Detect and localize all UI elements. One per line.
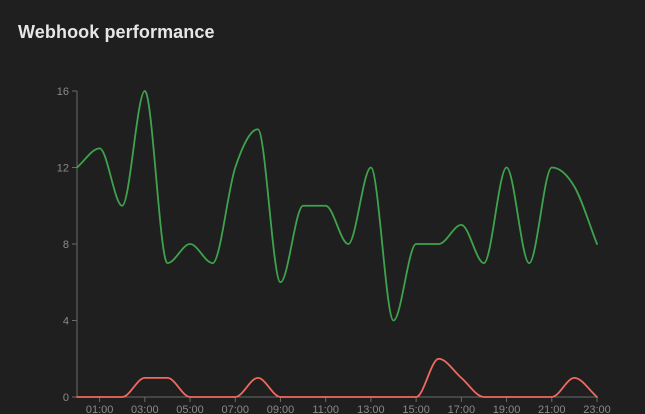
x-tick-label: 15:00 xyxy=(402,404,430,414)
x-tick-label: 21:00 xyxy=(538,404,566,414)
x-tick: 05:00 xyxy=(176,397,204,414)
y-tick-label: 4 xyxy=(63,316,69,328)
y-tick-label: 16 xyxy=(57,86,69,98)
x-tick: 19:00 xyxy=(493,397,521,414)
x-tick: 11:00 xyxy=(312,397,339,414)
y-tick: 8 xyxy=(63,239,77,251)
x-tick-label: 19:00 xyxy=(493,404,521,414)
x-tick-label: 17:00 xyxy=(448,404,476,414)
x-tick-label: 13:00 xyxy=(357,404,385,414)
y-tick: 16 xyxy=(57,86,77,98)
x-tick-label: 11:00 xyxy=(312,404,339,414)
x-tick: 17:00 xyxy=(448,397,476,414)
x-tick: 13:00 xyxy=(357,397,385,414)
x-tick: 09:00 xyxy=(267,397,295,414)
x-tick: 07:00 xyxy=(221,397,249,414)
x-tick: 23:00 xyxy=(583,397,611,414)
y-axis: 0 4 8 12 16 xyxy=(57,86,78,404)
panel-title: Webhook performance xyxy=(18,22,215,42)
x-tick-label: 01:00 xyxy=(86,404,114,414)
x-tick: 15:00 xyxy=(402,397,430,414)
x-axis: 01:00 03:00 05:00 07:00 09:00 11:00 13:00 15:00… xyxy=(77,396,611,414)
series-layer xyxy=(76,90,598,398)
series-line-success xyxy=(76,90,598,322)
y-tick-label: 0 xyxy=(63,392,69,404)
x-tick: 03:00 xyxy=(131,397,159,414)
y-tick-label: 8 xyxy=(63,239,69,251)
y-tick: 4 xyxy=(63,316,77,328)
y-tick: 12 xyxy=(57,163,77,175)
x-tick: 01:00 xyxy=(86,397,114,414)
x-tick-label: 05:00 xyxy=(176,404,204,414)
series-line-failure xyxy=(76,357,598,398)
y-tick-label: 12 xyxy=(57,163,69,175)
x-tick-label: 07:00 xyxy=(221,404,249,414)
x-tick-label: 09:00 xyxy=(267,404,295,414)
x-tick: 21:00 xyxy=(538,397,566,414)
x-tick-label: 03:00 xyxy=(131,404,159,414)
y-tick: 0 xyxy=(63,392,77,404)
x-tick-label: 23:00 xyxy=(583,404,611,414)
